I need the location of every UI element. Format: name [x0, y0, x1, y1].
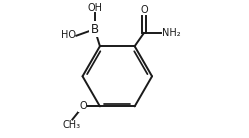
Text: O: O [79, 101, 87, 111]
Text: B: B [91, 23, 99, 36]
Text: NH₂: NH₂ [162, 28, 180, 38]
Text: OH: OH [87, 3, 102, 13]
Text: O: O [140, 5, 148, 15]
Text: HO: HO [61, 30, 76, 40]
Text: CH₃: CH₃ [63, 120, 81, 130]
